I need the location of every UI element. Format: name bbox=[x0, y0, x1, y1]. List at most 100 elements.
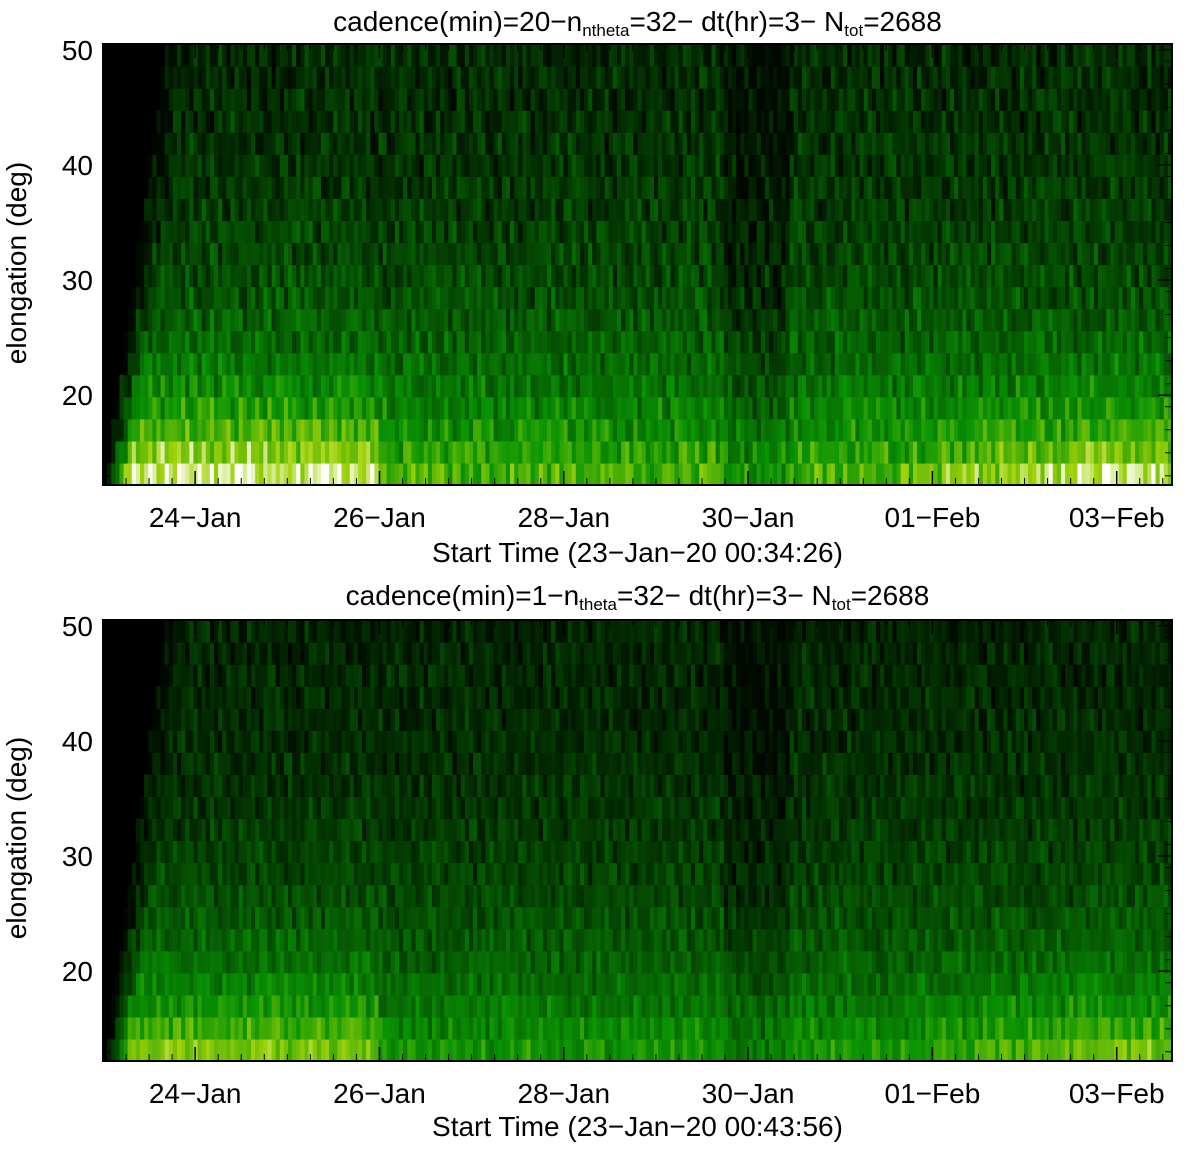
heatmap-cell bbox=[485, 352, 491, 376]
heatmap-cell bbox=[337, 110, 343, 133]
heatmap-cell bbox=[966, 440, 972, 464]
heatmap-cell bbox=[197, 374, 203, 398]
heatmap-cell bbox=[510, 330, 515, 354]
heatmap-cell bbox=[760, 88, 766, 111]
heatmap-cell bbox=[896, 330, 902, 354]
heatmap-cell bbox=[908, 286, 914, 310]
heatmap-cell bbox=[218, 88, 223, 111]
heatmap-cell bbox=[658, 88, 663, 111]
heatmap-cell bbox=[941, 286, 947, 310]
heatmap-cell bbox=[193, 418, 199, 442]
heatmap-cell bbox=[658, 308, 663, 332]
heatmap-cell bbox=[781, 396, 787, 420]
heatmap-cell bbox=[703, 330, 708, 354]
heatmap-cell bbox=[567, 308, 573, 332]
heatmap-cell bbox=[1015, 330, 1021, 354]
heatmap-cell bbox=[201, 66, 207, 89]
heatmap-cell bbox=[797, 352, 803, 376]
heatmap-cell bbox=[259, 66, 264, 89]
heatmap-cell bbox=[177, 286, 182, 310]
heatmap-cell bbox=[1097, 374, 1103, 398]
heatmap-cell bbox=[127, 330, 133, 354]
heatmap-cell bbox=[1102, 198, 1107, 221]
heatmap-cell bbox=[279, 176, 285, 199]
heatmap-cell bbox=[880, 286, 885, 310]
heatmap-cell bbox=[662, 66, 667, 89]
heatmap-cell bbox=[875, 44, 881, 67]
heatmap-cell bbox=[1139, 176, 1144, 199]
heatmap-cell bbox=[1110, 242, 1116, 266]
heatmap-cell bbox=[900, 396, 906, 420]
heatmap-cell bbox=[616, 264, 622, 288]
heatmap-cell bbox=[320, 176, 326, 199]
heatmap-cell bbox=[238, 242, 244, 266]
heatmap-cell bbox=[633, 396, 639, 420]
heatmap-cell bbox=[1036, 352, 1042, 376]
heatmap-cell bbox=[1011, 88, 1017, 111]
heatmap-cell bbox=[514, 110, 519, 133]
heatmap-cell bbox=[966, 418, 972, 442]
heatmap-cell bbox=[843, 352, 848, 376]
heatmap-cell bbox=[1085, 264, 1091, 288]
heatmap-cell bbox=[1118, 286, 1124, 310]
heatmap-cell bbox=[616, 396, 622, 420]
heatmap-cell bbox=[563, 418, 569, 442]
heatmap-cell bbox=[851, 44, 857, 67]
heatmap-cell bbox=[411, 198, 417, 221]
heatmap-cell bbox=[394, 330, 400, 354]
heatmap-cell bbox=[292, 44, 297, 67]
heatmap-cell bbox=[884, 154, 889, 177]
heatmap-cell bbox=[797, 88, 803, 111]
heatmap-cell bbox=[826, 374, 832, 398]
heatmap-cell bbox=[625, 462, 630, 486]
heatmap-cell bbox=[341, 66, 347, 89]
heatmap-cell bbox=[584, 264, 589, 288]
heatmap-cell bbox=[357, 308, 363, 332]
heatmap-cell bbox=[966, 308, 972, 332]
heatmap-cell bbox=[140, 396, 145, 420]
heatmap-cell bbox=[847, 132, 852, 155]
heatmap-cell bbox=[222, 242, 227, 266]
heatmap-cell bbox=[415, 462, 421, 486]
heatmap-cell bbox=[1139, 286, 1144, 310]
heatmap-cell bbox=[320, 330, 326, 354]
heatmap-cell bbox=[978, 374, 984, 398]
heatmap-cell bbox=[201, 440, 207, 464]
heatmap-cell bbox=[172, 88, 178, 111]
heatmap-cell bbox=[1106, 396, 1111, 420]
heatmap-cell bbox=[1167, 110, 1173, 133]
heatmap-cell bbox=[209, 462, 215, 486]
heatmap-cell bbox=[201, 264, 207, 288]
heatmap-cell bbox=[357, 66, 363, 89]
heatmap-cell bbox=[925, 440, 931, 464]
heatmap-cell bbox=[263, 132, 269, 155]
heatmap-cell bbox=[522, 264, 528, 288]
heatmap-cell bbox=[357, 286, 363, 310]
heatmap-cell bbox=[168, 374, 174, 398]
heatmap-cell bbox=[263, 110, 269, 133]
heatmap-cell bbox=[370, 242, 375, 266]
heatmap-cell bbox=[481, 286, 486, 310]
heatmap-cell bbox=[875, 462, 881, 486]
heatmap-cell bbox=[777, 66, 782, 89]
heatmap-cell bbox=[740, 44, 745, 67]
heatmap-cell bbox=[218, 132, 223, 155]
heatmap-cell bbox=[970, 198, 976, 221]
heatmap-cell bbox=[316, 88, 322, 111]
heatmap-cell bbox=[871, 330, 877, 354]
heatmap-cell bbox=[847, 242, 852, 266]
heatmap-cell bbox=[427, 374, 433, 398]
heatmap-cell bbox=[123, 352, 129, 376]
heatmap-cell bbox=[711, 374, 717, 398]
heatmap-cell bbox=[1155, 286, 1161, 310]
heatmap-cell bbox=[460, 198, 466, 221]
heatmap-cell bbox=[752, 176, 758, 199]
heatmap-cell bbox=[871, 418, 877, 442]
heatmap-cell bbox=[571, 462, 577, 486]
heatmap-cell bbox=[148, 352, 153, 376]
heatmap-cell bbox=[185, 220, 190, 244]
heatmap-cell bbox=[888, 286, 894, 310]
heatmap-cell bbox=[357, 132, 363, 155]
heatmap-cell bbox=[444, 176, 449, 199]
heatmap-cell bbox=[855, 462, 861, 486]
